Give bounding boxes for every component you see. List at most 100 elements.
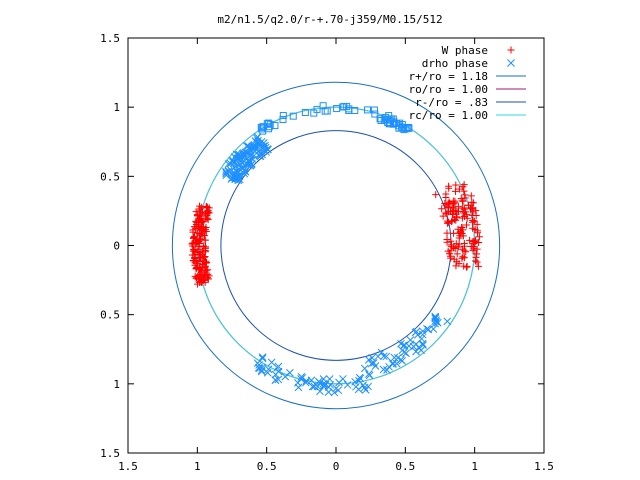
data-point-1 xyxy=(238,149,247,158)
data-point-0 xyxy=(467,192,475,200)
data-point-1 xyxy=(242,159,250,168)
y-tick-label: 1.5 xyxy=(100,32,120,45)
x-tick-label: 0.5 xyxy=(395,460,415,473)
data-point-0 xyxy=(196,211,204,219)
data-point-0 xyxy=(197,236,205,244)
data-point-1 xyxy=(371,362,380,370)
data-point-1 xyxy=(244,156,253,164)
data-point-1 xyxy=(271,376,280,385)
y-tick-label: 0.5 xyxy=(100,170,120,183)
data-point-0 xyxy=(443,235,451,243)
data-point-1 xyxy=(400,348,409,357)
data-point-0 xyxy=(199,242,207,250)
data-point-1 xyxy=(302,376,311,385)
data-point-0 xyxy=(432,191,440,199)
data-point-2 xyxy=(257,123,265,131)
data-point-0 xyxy=(451,187,459,195)
legend-marker xyxy=(507,59,515,67)
x-tick-label: 1.5 xyxy=(118,460,138,473)
data-point-1 xyxy=(264,365,273,374)
data-point-1 xyxy=(241,167,250,176)
data-point-0 xyxy=(189,257,197,265)
data-point-0 xyxy=(461,194,469,202)
data-point-0 xyxy=(189,247,197,255)
data-point-1 xyxy=(258,150,267,159)
data-point-0 xyxy=(462,263,470,271)
axis-tick-labels: 1.5 1 0.5 0 0.5 1 1.51.510.500.511.5 xyxy=(100,32,554,473)
data-point-0 xyxy=(463,262,471,270)
data-point-0 xyxy=(192,217,200,225)
data-point-0 xyxy=(442,194,450,202)
data-point-1 xyxy=(258,353,267,361)
data-point-2 xyxy=(363,106,371,114)
data-point-0 xyxy=(196,271,204,279)
data-point-0 xyxy=(451,199,459,207)
data-point-0 xyxy=(202,202,210,210)
data-point-1 xyxy=(399,341,408,350)
data-point-1 xyxy=(355,373,364,382)
data-point-0 xyxy=(459,253,467,261)
data-point-1 xyxy=(230,173,238,182)
data-point-2 xyxy=(259,127,267,135)
data-point-1 xyxy=(419,341,427,349)
data-point-0 xyxy=(443,229,451,237)
legend-label: drho phase xyxy=(422,57,488,70)
data-point-1 xyxy=(301,378,310,387)
data-point-1 xyxy=(389,360,397,368)
data-point-0 xyxy=(470,217,478,225)
data-point-0 xyxy=(453,213,461,221)
data-point-2 xyxy=(386,120,394,128)
data-point-0 xyxy=(458,214,466,222)
data-point-0 xyxy=(469,204,477,212)
data-point-2 xyxy=(370,106,378,114)
data-point-1 xyxy=(257,366,266,375)
data-point-1 xyxy=(402,349,410,358)
data-point-0 xyxy=(469,199,477,207)
data-point-0 xyxy=(201,267,209,275)
data-point-2 xyxy=(319,102,327,110)
data-point-1 xyxy=(244,142,253,150)
data-point-2 xyxy=(289,112,297,120)
data-point-0 xyxy=(472,211,480,219)
data-point-1 xyxy=(267,358,276,367)
data-point-1 xyxy=(361,386,370,394)
legend-marker xyxy=(507,46,515,54)
data-point-0 xyxy=(460,209,468,217)
data-point-0 xyxy=(439,212,447,220)
data-point-0 xyxy=(444,247,452,255)
data-point-0 xyxy=(454,243,462,251)
data-point-0 xyxy=(471,236,479,244)
data-point-2 xyxy=(371,110,379,118)
data-point-0 xyxy=(450,206,458,214)
x-tick-label: 1 xyxy=(194,460,201,473)
data-point-0 xyxy=(202,259,210,267)
data-point-1 xyxy=(250,143,259,152)
data-point-0 xyxy=(473,258,481,266)
data-point-0 xyxy=(463,221,471,229)
data-point-0 xyxy=(475,233,483,241)
data-point-1 xyxy=(228,156,237,165)
data-point-0 xyxy=(205,272,213,280)
data-point-1 xyxy=(256,149,264,158)
data-point-0 xyxy=(444,203,452,211)
data-point-1 xyxy=(274,375,283,384)
data-point-0 xyxy=(474,229,482,237)
data-point-0 xyxy=(460,254,468,262)
chart-title: m2/n1.5/q2.0/r-+.70-j359/M0.15/512 xyxy=(217,13,442,26)
data-point-1 xyxy=(320,381,328,389)
data-point-2 xyxy=(301,109,309,117)
data-points xyxy=(188,102,483,397)
y-tick-label: 0 xyxy=(113,240,120,253)
data-point-2 xyxy=(345,105,353,113)
data-point-0 xyxy=(460,181,468,189)
legend-label: r-/ro = .83 xyxy=(415,96,488,109)
data-point-1 xyxy=(365,371,374,380)
data-point-0 xyxy=(445,208,453,216)
data-point-0 xyxy=(199,217,207,225)
y-tick-label: 1.5 xyxy=(100,447,120,460)
data-point-0 xyxy=(196,248,204,256)
data-point-0 xyxy=(470,239,478,247)
y-tick-label: 1 xyxy=(113,101,120,114)
